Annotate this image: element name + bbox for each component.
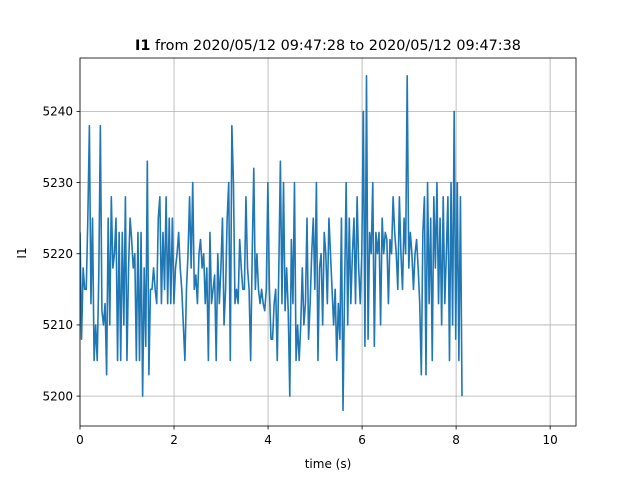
y-tick-label: 5240 bbox=[42, 105, 73, 119]
plot-frame bbox=[79, 57, 577, 427]
x-tick-label: 10 bbox=[543, 433, 558, 447]
chart-title-bold: I1 bbox=[135, 38, 150, 54]
x-tick-label: 4 bbox=[264, 433, 272, 447]
ticks: 0 2 4 6 8 10 5200 5210 5220 5230 5240 bbox=[42, 105, 557, 447]
y-axis-label: I1 bbox=[15, 247, 29, 258]
x-axis-label: time (s) bbox=[305, 457, 352, 471]
chart-title: I1 from 2020/05/12 09:47:28 to 2020/05/1… bbox=[135, 38, 521, 54]
y-tick-label: 5210 bbox=[42, 318, 73, 332]
x-tick-label: 2 bbox=[170, 433, 178, 447]
chart-title-rest: from 2020/05/12 09:47:28 to 2020/05/12 0… bbox=[150, 38, 521, 54]
x-tick-label: 6 bbox=[358, 433, 366, 447]
x-tick-label: 8 bbox=[452, 433, 460, 447]
series-layer bbox=[80, 74, 463, 412]
y-tick-label: 5230 bbox=[42, 176, 73, 190]
series-line bbox=[80, 74, 463, 412]
y-tick-label: 5220 bbox=[42, 247, 73, 261]
y-tick-label: 5200 bbox=[42, 389, 73, 403]
x-tick-label: 0 bbox=[76, 433, 84, 447]
